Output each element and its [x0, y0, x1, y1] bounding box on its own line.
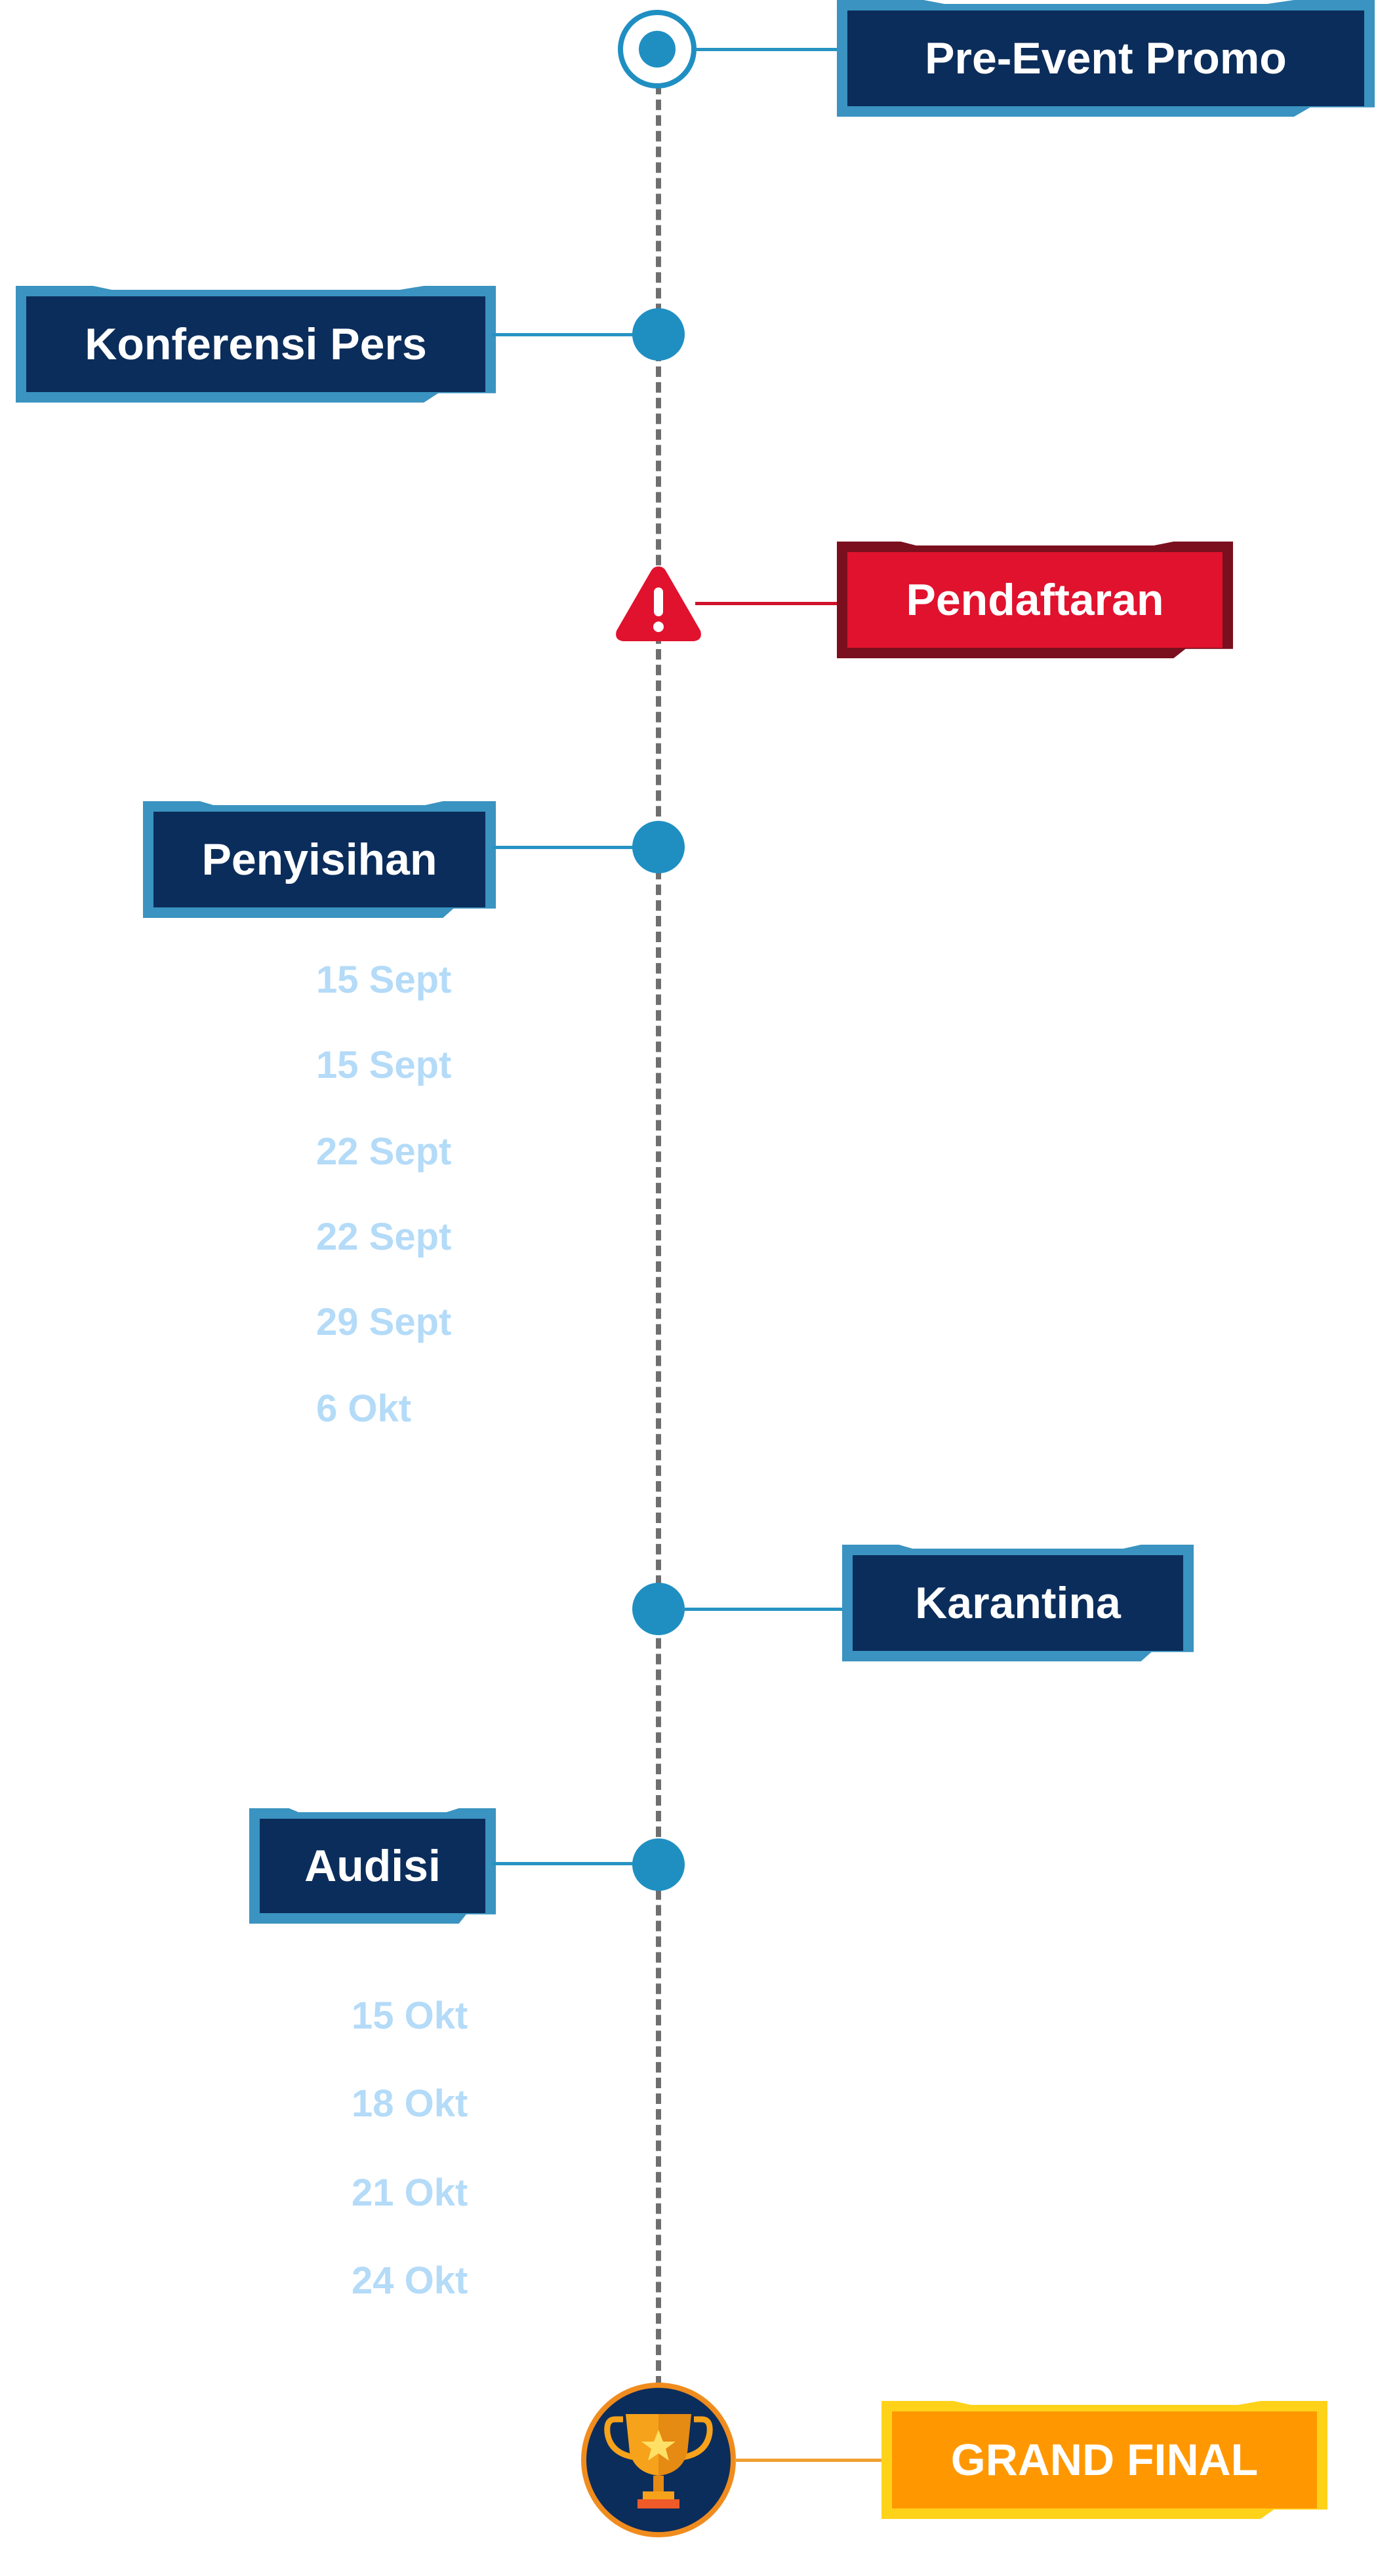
connector [735, 2459, 885, 2462]
ring-icon [618, 10, 697, 89]
timeline-spine [656, 52, 661, 2387]
milestone-label: Karantina [853, 1555, 1183, 1651]
warning-triangle-icon [616, 566, 701, 641]
milestone-karantina[interactable]: Karantina [842, 1545, 1194, 1661]
milestone-label: Konferensi Pers [26, 296, 485, 392]
trophy-icon [581, 2383, 736, 2537]
milestone-pre-event-promo[interactable]: Pre-Event Promo [837, 0, 1375, 117]
milestone-label: GRAND FINAL [892, 2411, 1317, 2508]
connector [492, 333, 636, 336]
connector [695, 602, 842, 605]
dot-icon [632, 1838, 685, 1891]
date-label: 15 Sept [316, 959, 452, 1001]
date-label: 6 Okt [316, 1387, 412, 1430]
date-label: 29 Sept [316, 1301, 452, 1343]
date-label: 15 Okt [352, 1994, 468, 2037]
date-label: 21 Okt [352, 2171, 468, 2214]
milestone-pendaftaran[interactable]: Pendaftaran [837, 542, 1233, 658]
milestone-konferensi-pers[interactable]: Konferensi Pers [16, 286, 496, 403]
dot-icon [632, 821, 685, 873]
milestone-label: Pendaftaran [847, 552, 1223, 648]
connector [697, 48, 841, 51]
connector [682, 1608, 846, 1611]
milestone-penyisihan[interactable]: Penyisihan [143, 801, 496, 918]
date-label: 18 Okt [352, 2082, 468, 2125]
date-label: 22 Sept [316, 1130, 452, 1173]
date-label: 24 Okt [352, 2259, 468, 2302]
connector [492, 1862, 636, 1865]
connector [492, 846, 636, 849]
milestone-grand-final[interactable]: GRAND FINAL [881, 2401, 1327, 2519]
date-label: 15 Sept [316, 1044, 452, 1086]
milestone-label: Audisi [260, 1819, 485, 1913]
milestone-audisi[interactable]: Audisi [249, 1808, 496, 1924]
milestone-label: Penyisihan [153, 812, 485, 907]
dot-icon [632, 1583, 685, 1635]
milestone-label: Pre-Event Promo [847, 10, 1364, 106]
dot-icon [632, 308, 685, 361]
date-label: 22 Sept [316, 1216, 452, 1258]
